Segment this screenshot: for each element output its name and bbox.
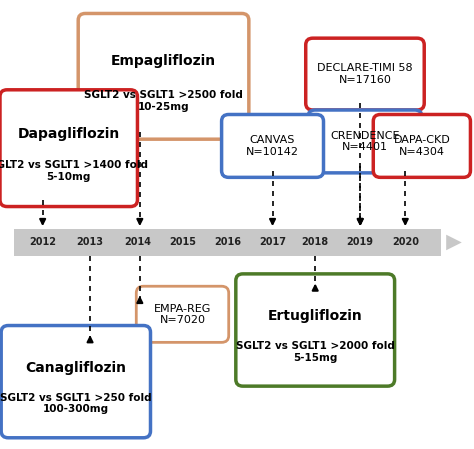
- Text: SGLT2 vs SGLT1 >250 fold
100-300mg: SGLT2 vs SGLT1 >250 fold 100-300mg: [0, 392, 152, 414]
- Text: Empagliflozin: Empagliflozin: [111, 53, 216, 68]
- Text: SGLT2 vs SGLT1 >2500 fold
10-25mg: SGLT2 vs SGLT1 >2500 fold 10-25mg: [84, 90, 243, 112]
- Text: SGLT2 vs SGLT1 >2000 fold
5-15mg: SGLT2 vs SGLT1 >2000 fold 5-15mg: [236, 341, 395, 362]
- FancyBboxPatch shape: [1, 326, 150, 438]
- Text: CANVAS
N=10142: CANVAS N=10142: [246, 135, 299, 157]
- Text: 2014: 2014: [124, 238, 151, 247]
- FancyBboxPatch shape: [78, 13, 249, 139]
- Text: EMPA-REG
N=7020: EMPA-REG N=7020: [154, 304, 211, 325]
- FancyBboxPatch shape: [373, 114, 470, 177]
- Text: CRENDENCE
N=4401: CRENDENCE N=4401: [330, 131, 400, 152]
- FancyBboxPatch shape: [0, 90, 137, 207]
- Text: SGLT2 vs SGLT1 >1400 fold
5-10mg: SGLT2 vs SGLT1 >1400 fold 5-10mg: [0, 160, 148, 182]
- FancyBboxPatch shape: [136, 286, 228, 343]
- Text: DAPA-CKD
N=4304: DAPA-CKD N=4304: [393, 135, 450, 157]
- Text: Ertugliflozin: Ertugliflozin: [268, 309, 363, 323]
- Text: Dapagliflozin: Dapagliflozin: [18, 127, 120, 141]
- Text: 2018: 2018: [301, 238, 329, 247]
- FancyBboxPatch shape: [14, 229, 441, 256]
- FancyBboxPatch shape: [236, 274, 394, 386]
- Text: Canagliflozin: Canagliflozin: [25, 361, 127, 375]
- Text: 2016: 2016: [214, 238, 241, 247]
- Text: 2012: 2012: [29, 238, 56, 247]
- Text: 2013: 2013: [77, 238, 103, 247]
- Text: 2015: 2015: [169, 238, 196, 247]
- FancyBboxPatch shape: [221, 114, 323, 177]
- Text: 2017: 2017: [259, 238, 286, 247]
- Text: 2020: 2020: [392, 238, 419, 247]
- Text: 2019: 2019: [347, 238, 374, 247]
- Text: DECLARE-TIMI 58
N=17160: DECLARE-TIMI 58 N=17160: [317, 63, 413, 85]
- FancyBboxPatch shape: [308, 110, 422, 173]
- FancyBboxPatch shape: [306, 38, 424, 110]
